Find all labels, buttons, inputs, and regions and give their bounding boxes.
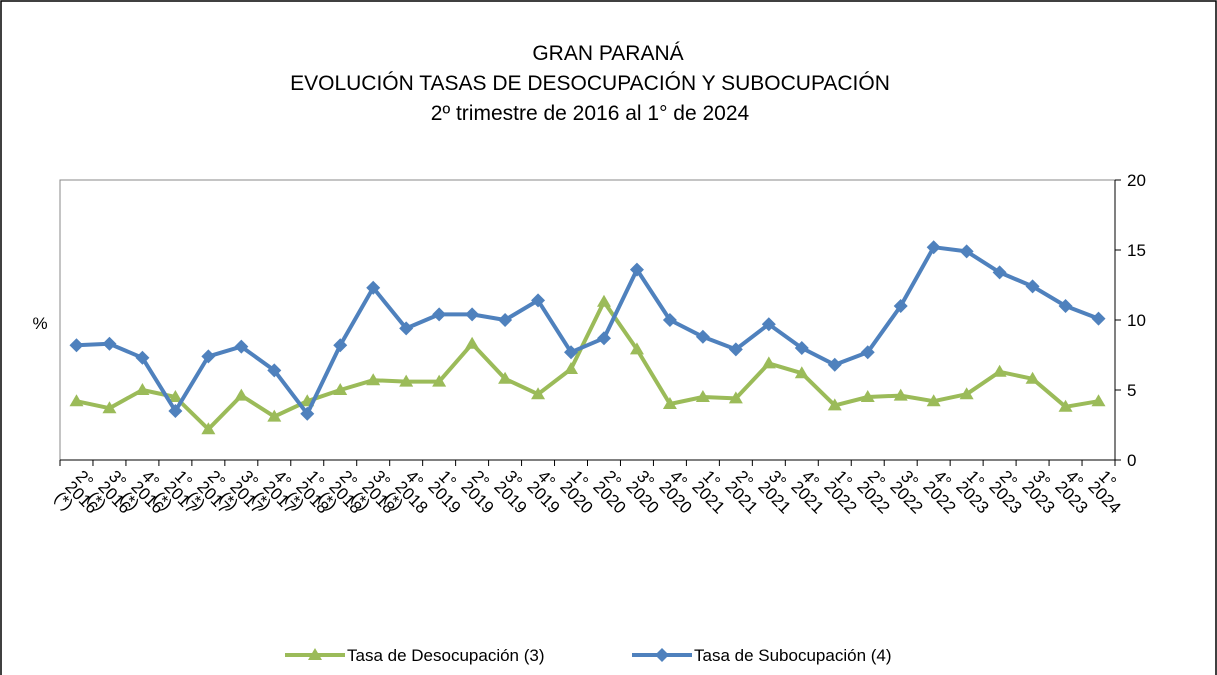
point-marker [1091,394,1106,407]
legend-label: Tasa de Subocupación (4) [694,646,892,665]
point-marker [662,397,677,409]
point-marker [234,339,249,354]
y-tick-label: 15 [1127,241,1146,260]
point-marker [366,373,381,386]
point-marker [465,307,480,322]
y-axis-label: % [32,314,47,333]
point-marker [564,345,579,360]
point-marker [662,313,677,327]
point-marker [498,371,513,384]
y-tick-label: 10 [1127,311,1146,330]
chart-subtitle: EVOLUCIÓN TASAS DE DESOCUPACIÓN Y SUBOCU… [290,72,890,95]
chart-subtitle: 2º trimestre de 2016 al 1° de 2024 [431,102,750,125]
point-marker [201,422,216,435]
point-marker [69,338,84,353]
point-marker [300,406,315,421]
point-marker [959,244,974,259]
point-marker [728,342,743,357]
point-marker [992,364,1007,377]
point-marker [959,387,974,400]
point-marker [432,374,447,387]
y-tick-label: 20 [1127,171,1146,190]
point-marker [728,391,743,404]
legend-marker [308,648,322,660]
point-marker [695,390,710,402]
point-marker [465,336,480,349]
point-marker [267,409,282,422]
point-marker [201,349,216,364]
legend-label: Tasa de Desocupación (3) [347,646,545,665]
legend-marker [655,648,669,662]
point-marker [234,388,249,401]
point-marker [333,383,348,395]
point-marker [1025,371,1040,384]
series-line [76,245,1100,416]
point-marker [893,388,908,401]
point-marker [827,398,842,411]
point-marker [1058,299,1073,313]
point-marker [135,350,150,365]
point-marker [596,294,611,307]
point-marker [860,345,875,360]
point-marker [498,313,513,327]
point-marker [596,331,611,346]
point-marker [761,356,776,369]
point-marker [333,338,348,353]
point-marker [432,307,447,322]
y-tick-label: 5 [1127,381,1136,400]
point-marker [1025,279,1040,294]
y-tick-label: 0 [1127,451,1136,470]
point-marker [531,293,546,308]
point-marker [168,390,183,402]
point-marker [399,374,414,387]
point-marker [794,366,809,379]
point-marker [1058,399,1073,412]
point-marker [926,240,941,255]
point-marker [564,362,579,374]
point-marker [860,390,875,402]
point-marker [168,404,183,418]
point-marker [926,394,941,407]
point-marker [761,317,776,332]
point-marker [135,383,150,395]
point-marker [531,387,546,400]
point-marker [69,394,84,407]
point-marker [992,265,1007,280]
point-marker [366,280,381,295]
point-marker [1091,311,1106,326]
point-marker [102,401,117,414]
point-marker [827,357,842,372]
chart-title: GRAN PARANÁ [532,42,683,65]
point-marker [267,363,282,378]
point-marker [893,299,908,313]
point-marker [695,329,710,344]
point-marker [399,321,414,336]
point-marker [794,341,809,355]
point-marker [629,342,644,355]
point-marker [102,336,117,351]
point-marker [629,262,644,277]
